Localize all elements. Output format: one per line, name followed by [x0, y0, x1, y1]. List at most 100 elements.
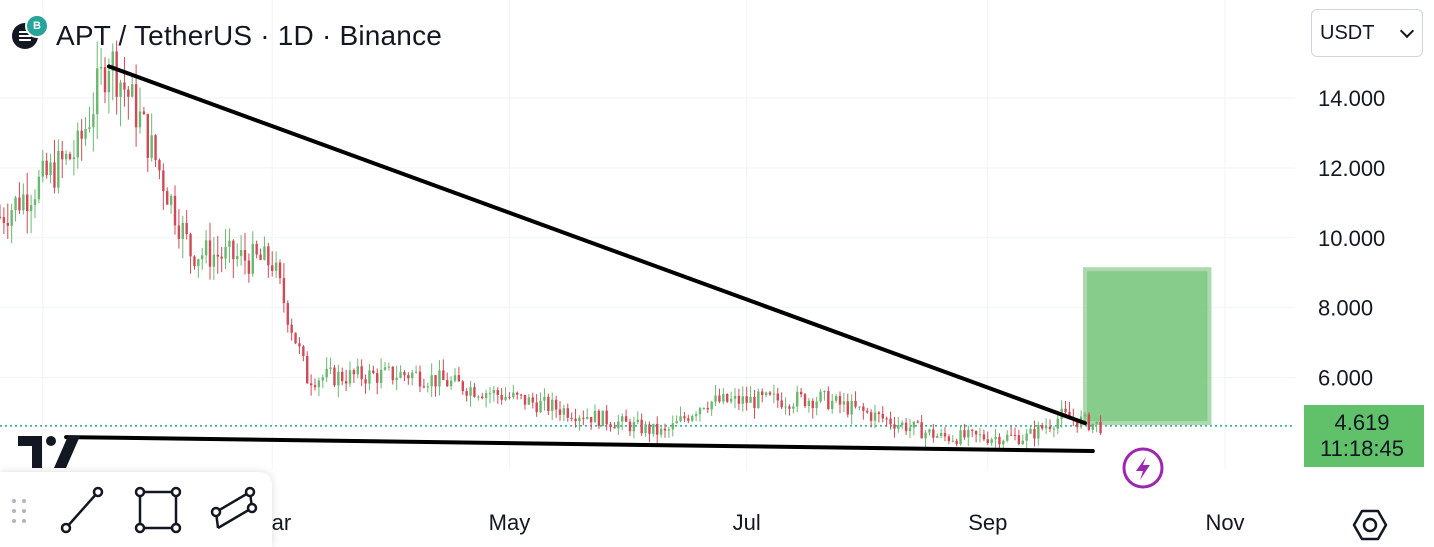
candle-body: [951, 440, 954, 442]
candle-body: [663, 428, 667, 431]
candle-body: [986, 439, 989, 443]
candle-body: [457, 375, 461, 382]
candle-body: [897, 424, 900, 429]
candle-body: [1099, 421, 1102, 434]
candle-body: [61, 150, 64, 160]
candle-body: [1052, 428, 1056, 430]
candle-body: [916, 421, 919, 423]
candle-body: [325, 368, 328, 378]
candle-body: [811, 400, 814, 409]
chevron-down-icon: [1399, 23, 1415, 39]
candle-body: [873, 412, 877, 421]
candle-body: [189, 234, 192, 257]
currency-select[interactable]: USDT: [1311, 9, 1423, 57]
candle-body: [411, 372, 414, 379]
candle-body: [1013, 434, 1017, 436]
candle-body: [461, 381, 464, 392]
candle-body: [780, 400, 783, 408]
candle-body: [722, 393, 725, 402]
candle-body: [45, 160, 48, 176]
candle-body: [1083, 414, 1087, 417]
candle-body: [103, 67, 107, 93]
candle-body: [154, 135, 157, 161]
candle-body: [1025, 433, 1028, 441]
candle-body: [150, 135, 153, 158]
candle-body: [936, 436, 939, 438]
candle-body: [162, 170, 165, 192]
exchange-badge-icon: B: [25, 14, 49, 38]
candle-body: [718, 395, 721, 402]
candle-body: [803, 394, 807, 407]
x-tick-label: Sep: [968, 510, 1007, 535]
candle-body: [352, 370, 356, 375]
candle-body: [815, 401, 818, 409]
y-tick-label: 8.000: [1318, 296, 1373, 321]
trend-line-tool-icon[interactable]: [54, 482, 110, 538]
candle-body: [908, 427, 912, 432]
candle-body: [76, 130, 79, 158]
candle-body: [107, 70, 111, 93]
candle-body: [632, 422, 636, 432]
candle-body: [271, 265, 274, 271]
candle-body: [920, 422, 923, 439]
candle-body: [554, 399, 558, 410]
candle-body: [185, 222, 188, 235]
currency-value: USDT: [1320, 21, 1375, 44]
candle-body: [862, 406, 865, 411]
candle-body: [601, 410, 604, 427]
candle-body: [562, 408, 566, 415]
tradingview-logo[interactable]: [18, 436, 82, 468]
candle-body: [243, 250, 247, 261]
candle-body: [239, 250, 243, 256]
drag-handle-icon[interactable]: [10, 498, 28, 524]
candle-body: [232, 240, 235, 260]
candle-body: [679, 416, 682, 422]
candle-body: [982, 434, 986, 440]
candle-body: [1002, 440, 1005, 445]
candle-body: [446, 380, 449, 387]
candle-body: [255, 243, 258, 255]
candle-body: [819, 391, 822, 402]
candle-body: [694, 414, 698, 417]
candle-body: [403, 372, 406, 376]
candle-body: [959, 430, 962, 445]
x-tick-label: May: [489, 510, 531, 535]
candle-body: [344, 381, 348, 384]
settings-icon[interactable]: [1350, 505, 1390, 545]
candle-body: [1095, 421, 1098, 424]
candle-body: [527, 397, 531, 405]
candle-body: [158, 160, 161, 171]
symbol-header[interactable]: B APT / TetherUS · 1D · Binance: [12, 14, 442, 58]
candle-body: [558, 409, 562, 415]
candle-body: [119, 82, 122, 97]
parallel-channel-tool-icon[interactable]: [206, 482, 262, 538]
y-tick-label: 10.000: [1318, 226, 1385, 251]
candle-body: [64, 153, 68, 160]
candle-body: [846, 401, 849, 415]
rectangle-tool-icon[interactable]: [130, 482, 186, 538]
candle-body: [313, 385, 317, 388]
lightning-icon[interactable]: [1122, 447, 1164, 489]
candle-body: [519, 394, 523, 396]
candle-body: [1009, 434, 1013, 436]
candle-body: [508, 396, 511, 398]
candle-body: [971, 429, 974, 431]
candle-body: [947, 436, 951, 442]
candle-body: [26, 194, 29, 212]
candle-body: [68, 153, 72, 160]
candle-body: [866, 410, 869, 413]
candle-body: [6, 222, 9, 226]
candle-body: [586, 417, 589, 419]
trendline: [106, 64, 1087, 426]
candle-body: [364, 379, 367, 384]
candle-body: [201, 255, 204, 260]
candle-body: [687, 418, 690, 421]
candle-body: [609, 424, 612, 428]
candle-body: [745, 396, 748, 403]
candle-body: [578, 417, 581, 422]
candle-body: [974, 430, 978, 435]
chart-grid: [0, 0, 1295, 470]
candle-body: [543, 396, 546, 401]
candle-body: [1091, 423, 1094, 430]
